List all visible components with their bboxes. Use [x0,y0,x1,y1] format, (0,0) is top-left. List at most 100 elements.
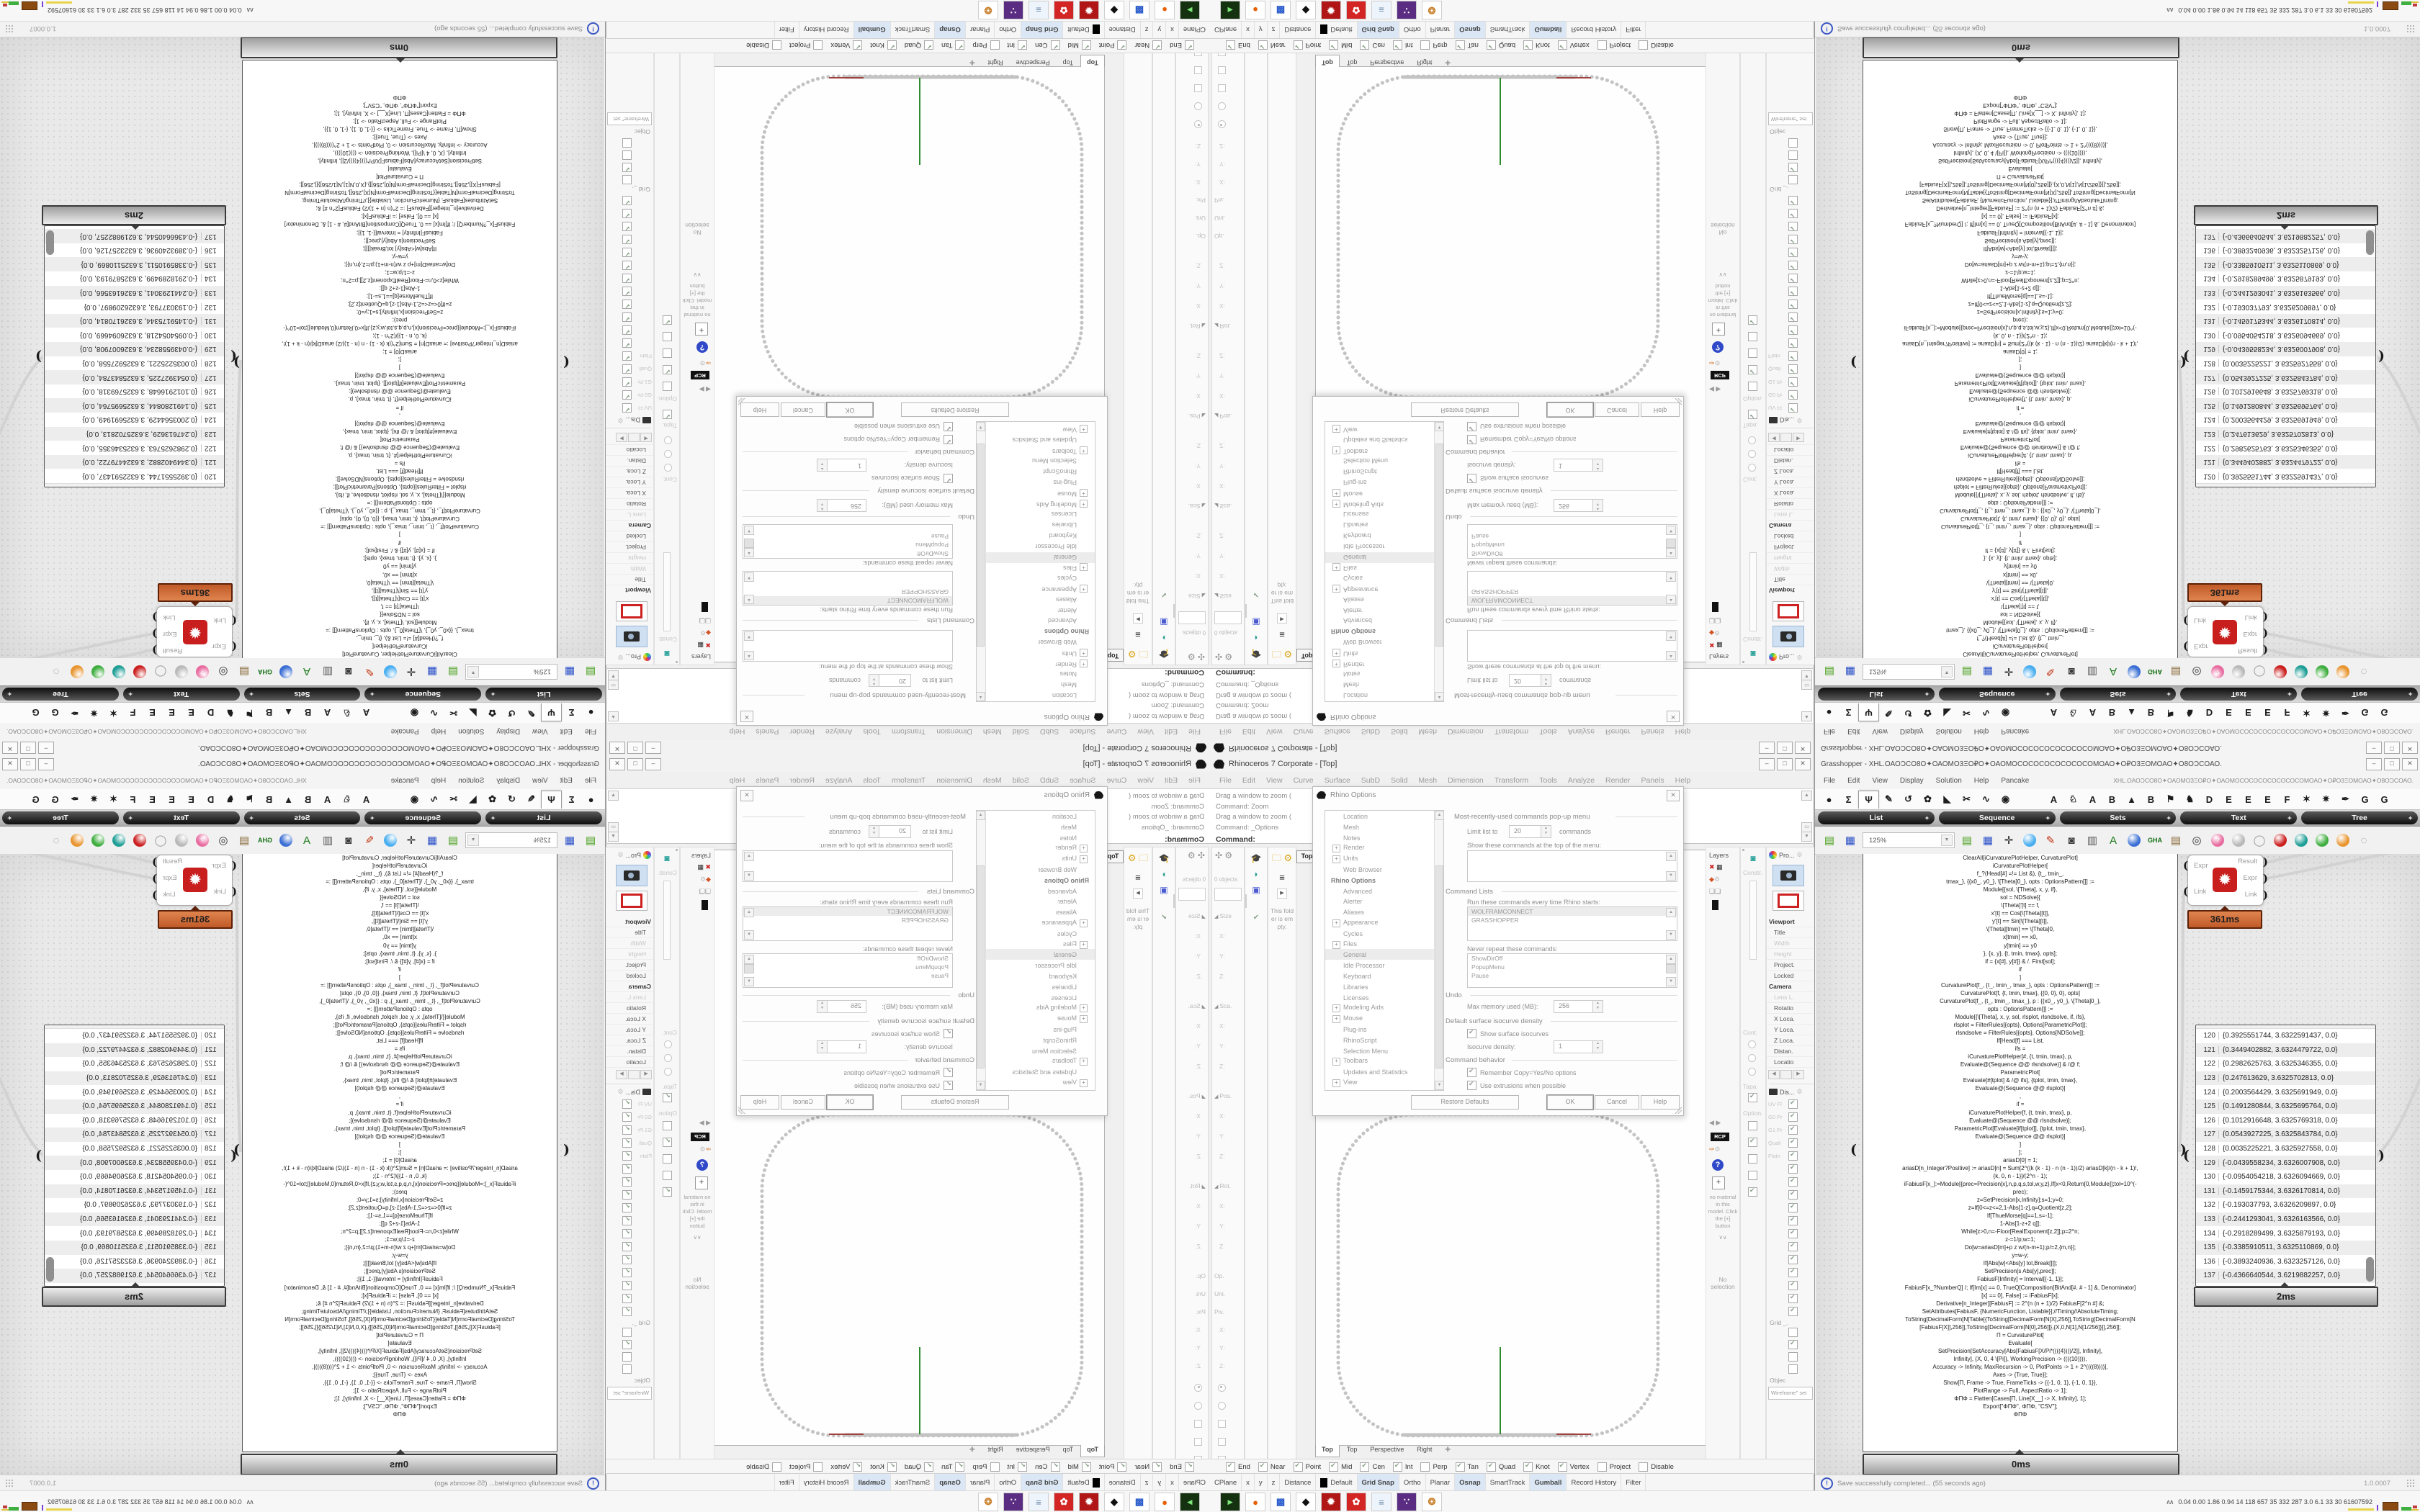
input-jack[interactable]: ( [231,885,237,898]
window-button[interactable]: ✕ [2402,742,2418,754]
input-jack[interactable]: ( [231,614,237,627]
viewport-tab[interactable]: Top [1080,55,1105,67]
properties-panel-header[interactable]: Pro... ⚙ [606,851,651,859]
grasshopper-title-bar[interactable]: Grasshopper - XHL.ΟΑΟϽϹΟ8Ο✦ΟΑΟΜΟ3ΞΟ₽Ο✦ΟΑ… [0,756,605,772]
toolbar-icon[interactable]: ✛ [2004,834,2014,847]
tree-item[interactable]: Alerter [1057,606,1077,614]
display-check-row[interactable] [606,311,653,324]
boxedit-group-label[interactable]: ◢Pos. [1188,1092,1206,1099]
hidden-icons-chevron[interactable]: ∧∧ [2166,6,2173,14]
dropdown-icon[interactable]: ✦ [2045,690,2051,698]
close-icon[interactable]: ✕ [740,711,753,722]
grasshopper-title-bar[interactable]: Grasshopper - XHL.ΟΑΟϽϹΟ8Ο✦ΟΑΟΜΟ3ΞΟ₽Ο✦ΟΑ… [0,740,605,756]
status-pane[interactable]: Ortho [1399,21,1426,38]
scroll-up-icon[interactable]: ▲ [608,791,619,801]
boxedit-checkbox[interactable] [1218,66,1226,74]
panel-output-grip[interactable]: ) [2378,348,2385,364]
radio[interactable] [1748,436,1756,444]
toolbar-icon[interactable]: ◌ [53,834,60,847]
rhino-menu-item[interactable]: Panels [1641,775,1664,785]
tree-item[interactable]: +Mouse [1325,1013,1443,1024]
help-icon[interactable]: ? [1712,341,1724,353]
input-jack[interactable]: ( [2183,885,2189,898]
checkbox[interactable] [1788,163,1798,172]
taskbar-app-icon[interactable]: ◆ [1104,1,1124,19]
osnap-toggle[interactable]: Quad [905,1462,934,1472]
status-pane[interactable]: z [1268,1474,1281,1491]
tree-item[interactable]: +Render [977,659,1095,670]
layer-color-swatch[interactable] [1712,602,1718,612]
tree-item[interactable]: Rhino Options [1044,628,1089,636]
tree-item[interactable]: +Mouse [1325,488,1443,499]
brush-icon[interactable]: ✑⚙ [1709,359,1721,366]
rhino-menu-item[interactable]: Dimension [936,727,972,737]
toolbar-icon[interactable] [131,832,148,849]
category-tab-icon[interactable]: A [2050,707,2058,719]
checkbox[interactable] [1788,1176,1798,1187]
property-item[interactable]: Width [606,563,653,574]
property-item[interactable]: Height [606,949,653,960]
tree-item[interactable]: Aliases [1343,595,1365,603]
tree-item[interactable]: Licenses [1343,994,1369,1002]
checkbox[interactable] [1788,222,1798,232]
property-item[interactable]: Locatio [606,444,653,455]
pivot-radio[interactable] [1218,102,1226,110]
checkbox[interactable] [1788,1328,1798,1337]
radio[interactable] [664,1068,672,1076]
toolbar-icon[interactable]: A [2109,665,2117,678]
data-scroll-thumb[interactable] [46,1257,54,1282]
property-item[interactable]: X Loca. [1767,487,1814,498]
output-jack[interactable]: ) [2262,872,2268,885]
viewport-tab[interactable]: Top [1346,1446,1358,1453]
tree-item[interactable]: Keyboard [1049,532,1077,540]
rhino-menu-item[interactable]: Render [1605,775,1631,785]
tree-item[interactable]: RhinoScript [1343,468,1377,476]
material-cone-icon[interactable]: ◆⚙ [1709,876,1720,883]
osnap-checkbox[interactable] [1523,40,1533,50]
checkbox[interactable] [1748,332,1757,341]
spinner-icon[interactable]: ▲ ▼ [869,674,879,687]
property-item[interactable]: Width [606,938,653,949]
rhino-menu-item[interactable]: Mesh [1418,727,1438,737]
dropdown-icon[interactable]: ✦ [369,690,375,698]
scroll-up-icon[interactable]: ▲ [1666,548,1676,557]
osnap-checkbox[interactable] [1639,1462,1649,1472]
gear-icon[interactable]: ⚙ [617,851,624,858]
toolbar-icon[interactable]: ? [194,663,211,680]
camera-button[interactable] [616,626,647,647]
checkbox[interactable] [1788,1112,1798,1122]
cancel-button[interactable]: Cancel [781,1095,825,1110]
category-tab-icon[interactable]: ♞ [225,793,235,804]
status-pane[interactable]: Record History [798,21,853,38]
menu-icon[interactable]: ≡ [1135,629,1141,640]
property-item[interactable]: Height [1767,949,1814,960]
osnap-toggle[interactable]: Disable [746,1462,781,1472]
tree-item[interactable]: Plug-ins [1053,1025,1077,1033]
expand-icon[interactable]: + [1080,919,1088,927]
scroll-down-icon[interactable]: ▼ [1666,930,1676,940]
rhino-menu-item[interactable]: Analyze [825,775,853,785]
checkbox[interactable] [622,1215,632,1225]
subcategory-tab[interactable]: Sequence ✦ [364,811,482,824]
category-tab-icon[interactable]: ◉ [410,793,419,804]
status-pane[interactable]: Gumball [853,21,890,38]
add-material-button[interactable]: + [1712,323,1725,336]
display-check-row[interactable]: UV Fl [606,1097,653,1110]
status-pane[interactable]: Osnap [934,21,965,38]
properties-panel-header[interactable]: Pro... ⚙ [606,653,651,661]
checkbox[interactable] [1788,1151,1798,1161]
spinner-icon[interactable]: ▲ ▼ [817,499,828,512]
grasshopper-menu-item[interactable]: Solution [458,727,485,736]
display-check-row[interactable] [606,1240,653,1253]
expand-icon[interactable]: + [1332,1015,1340,1024]
toolbar-icon[interactable]: ◙ [345,665,352,678]
status-pane[interactable]: Ortho [994,1474,1021,1491]
rhino-menu-item[interactable]: SubD [1039,775,1059,785]
category-tab-icon[interactable]: ● [588,707,594,719]
system-tray[interactable] [1,1,72,12]
restore-defaults-button[interactable]: Restore Defaults [901,402,1009,417]
top-commands-listbox[interactable]: ▲ ▼ [743,630,953,662]
check-icon[interactable]: ✔ [1252,590,1260,598]
tree-item[interactable]: +Modeling Aids [977,499,1095,510]
rhino-menu-item[interactable]: Analyze [1567,775,1595,785]
